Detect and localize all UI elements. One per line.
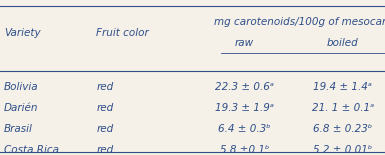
Text: red: red xyxy=(96,124,114,134)
Text: 19.3 ± 1.9ᵃ: 19.3 ± 1.9ᵃ xyxy=(215,103,274,113)
Text: red: red xyxy=(96,103,114,113)
Text: 21. 1 ± 0.1ᵃ: 21. 1 ± 0.1ᵃ xyxy=(311,103,374,113)
Text: Brasil: Brasil xyxy=(4,124,33,134)
Text: mg carotenoids/100g of mesocarp: mg carotenoids/100g of mesocarp xyxy=(214,17,385,27)
Text: 5.2 ± 0.01ᵇ: 5.2 ± 0.01ᵇ xyxy=(313,145,372,155)
Text: Darién: Darién xyxy=(4,103,39,113)
Text: Costa Rica: Costa Rica xyxy=(4,145,59,155)
Text: Fruit color: Fruit color xyxy=(96,28,149,38)
Text: boiled: boiled xyxy=(327,38,358,48)
Text: red: red xyxy=(96,145,114,155)
Text: raw: raw xyxy=(235,38,254,48)
Text: 6.8 ± 0.23ᵇ: 6.8 ± 0.23ᵇ xyxy=(313,124,372,134)
Text: 6.4 ± 0.3ᵇ: 6.4 ± 0.3ᵇ xyxy=(218,124,271,134)
Text: Variety: Variety xyxy=(4,28,40,38)
Text: red: red xyxy=(96,82,114,92)
Text: 19.4 ± 1.4ᵃ: 19.4 ± 1.4ᵃ xyxy=(313,82,372,92)
Text: Bolivia: Bolivia xyxy=(4,82,39,92)
Text: 22.3 ± 0.6ᵃ: 22.3 ± 0.6ᵃ xyxy=(215,82,274,92)
Text: 5.8 ±0.1ᵇ: 5.8 ±0.1ᵇ xyxy=(220,145,269,155)
